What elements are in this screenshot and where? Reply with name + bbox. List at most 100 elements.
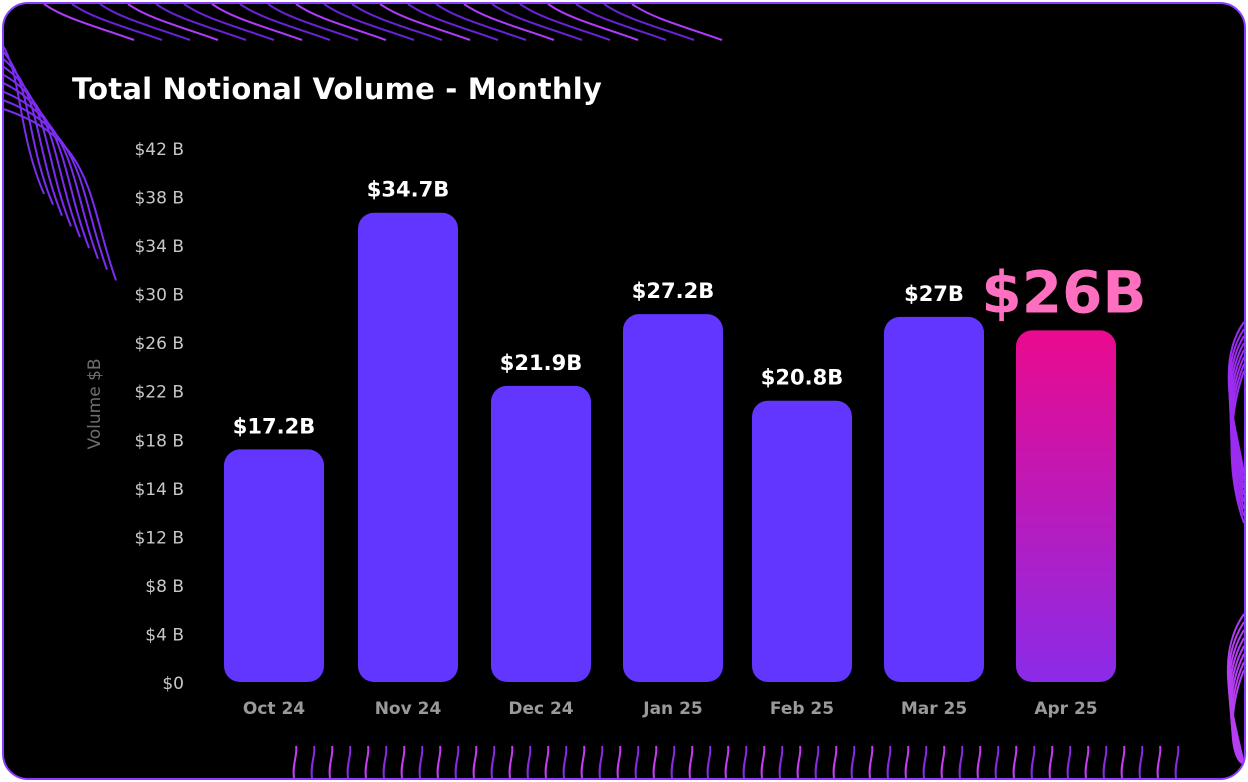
y-tick-label: $0 [162,674,184,694]
decorative-line [382,745,388,778]
decorative-line [211,4,303,41]
decorative-line [742,745,748,778]
data-label: $27.2B [632,279,714,303]
decorative-line [71,4,163,41]
decorative-line [562,745,568,778]
decorative-line [1066,745,1072,778]
decorative-line [508,745,514,778]
x-tick-label: Mar 25 [901,699,967,719]
decorative-line [603,4,695,41]
decorative-line [4,108,117,281]
y-tick-label: $22 B [134,383,184,403]
decorative-line [1120,745,1126,778]
decorative-line [454,745,460,778]
decorative-line [323,4,415,41]
bar-nov-24 [358,212,458,682]
data-label: $21.9B [500,351,582,375]
y-tick-label: $14 B [134,480,184,500]
decorative-line [598,745,604,778]
decorative-line [491,4,583,41]
decorative-line [1084,745,1090,778]
decorative-line [1174,745,1180,778]
decorative-line [1012,745,1018,778]
decorative-line [616,745,622,778]
y-axis-label: Volume $B [85,358,105,449]
decorative-line [634,745,640,778]
x-tick-label: Feb 25 [770,699,834,719]
decorative-line [526,745,532,778]
decorative-line [4,90,99,260]
y-axis: $0 $4 B $8 B $12 B $14 B $18 B $22 B $26 B $30 B… [134,140,184,694]
decorative-line [580,745,586,778]
bar-jan-25 [623,314,723,682]
decorative-line [436,745,442,778]
data-label: $34.7B [367,178,449,202]
x-tick-label: Apr 25 [1034,699,1097,719]
decorative-line [43,4,135,41]
decorative-line [832,745,838,778]
y-tick-label: $8 B [145,577,184,597]
decorative-line [796,745,802,778]
decorative-line [670,745,676,778]
decorative-line [328,745,334,778]
y-tick-label: $18 B [134,431,184,451]
decorative-line [850,745,856,778]
bar-oct-24 [224,449,324,682]
decorative-line [418,745,424,778]
decorative-line [435,4,527,41]
decorative-line [407,4,499,41]
decorative-line [814,745,820,778]
decorative-line [868,745,874,778]
decorative-line [4,51,54,206]
decorative-line [631,4,723,41]
decorative-line [1138,745,1144,778]
decorative-line [547,4,639,41]
y-tick-label: $26 B [134,334,184,354]
decorative-line [1048,745,1054,778]
decorative-line [267,4,359,41]
decorative-line [490,745,496,778]
decorative-line [346,745,352,778]
decorative-line [310,745,316,778]
decorative-line [706,745,712,778]
bars [224,212,1116,682]
decorative-line [1230,370,1244,524]
decorative-line [351,4,443,41]
y-tick-label: $4 B [145,625,184,645]
bar-dec-24 [491,385,591,682]
decorative-line [295,4,387,41]
decorative-line [4,58,63,216]
x-tick-label: Nov 24 [375,699,442,719]
bar-mar-25 [884,316,984,682]
decorative-line [4,99,108,270]
y-tick-label: $42 B [134,140,184,160]
decorative-line [400,745,406,778]
data-label: $17.2B [233,414,315,438]
bar-feb-25 [752,400,852,682]
decorative-line [575,4,667,41]
decorative-wave-lines [4,4,1244,778]
decorative-line [472,745,478,778]
decorative-line [364,745,370,778]
decorative-line [4,74,81,238]
decorative-line [760,745,766,778]
decorative-line [463,4,555,41]
decorative-line [652,745,658,778]
decorative-line [724,745,730,778]
y-tick-label: $38 B [134,189,184,209]
x-axis: Oct 24 Nov 24 Dec 24 Jan 25 Feb 25 Mar 25 Apr … [243,699,1098,719]
decorative-line [1231,669,1244,765]
decorative-line [99,4,191,41]
y-tick-label: $12 B [134,528,184,548]
decorative-line [183,4,275,41]
decorative-line [1156,745,1162,778]
decorative-line [127,4,219,41]
data-label: $27B [904,282,964,306]
decorative-line [994,745,1000,778]
bar-apr-25 [1016,330,1116,682]
decorative-line [904,745,910,778]
decorative-line [976,745,982,778]
decorative-line [688,745,694,778]
decorative-line [292,745,298,778]
